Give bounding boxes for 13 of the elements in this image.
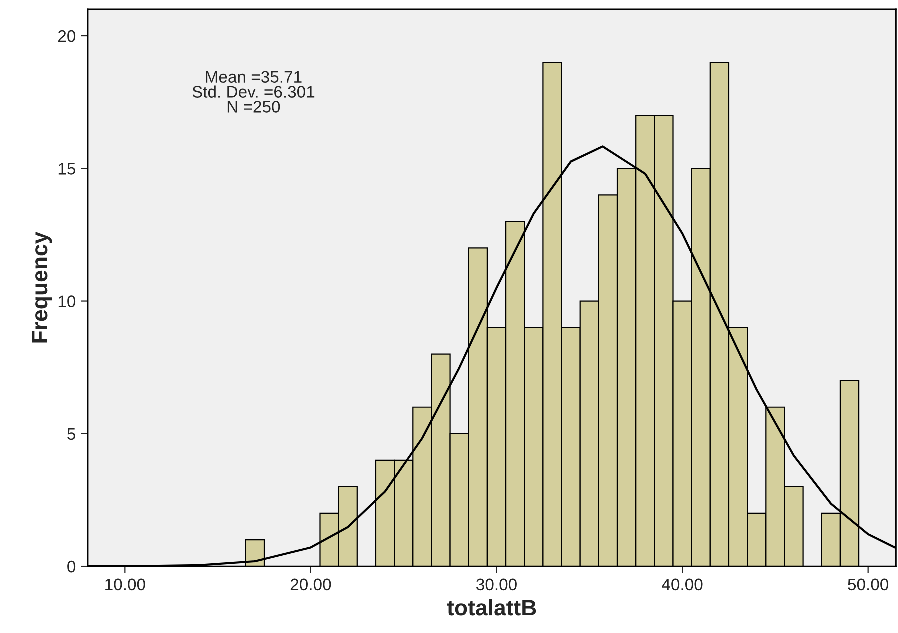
x-tick-label: 20.00: [290, 578, 332, 591]
y-tick-label: 10: [58, 296, 76, 308]
y-axis-title: Frequency: [32, 232, 52, 343]
y-tick-label: 0: [68, 560, 76, 573]
annotation: Mean =35.71 Std. Dev. =6.301 N =250: [192, 71, 315, 113]
y-tick-label: 5: [68, 428, 76, 440]
y-tick-label: 20: [58, 30, 76, 42]
x-axis-title: totalattB: [447, 599, 536, 616]
x-tick-label: 10.00: [106, 578, 146, 591]
x-tick-label: 40.00: [662, 578, 703, 591]
y-tick-label: 15: [58, 163, 76, 175]
x-tick-label: 30.00: [476, 578, 517, 591]
x-tick-label: 50.00: [848, 578, 889, 591]
